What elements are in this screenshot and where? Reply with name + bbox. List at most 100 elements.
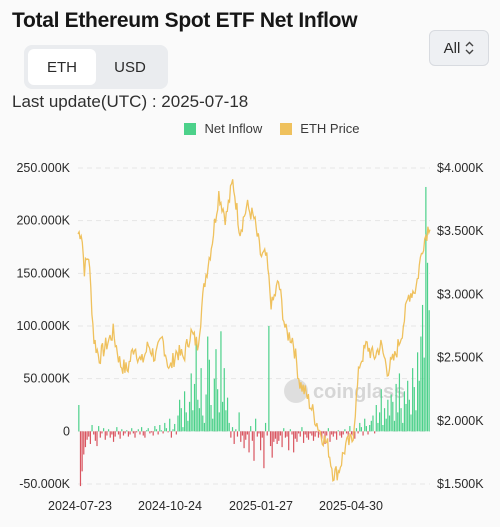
inflow-bar[interactable]	[268, 326, 270, 432]
inflow-bar[interactable]	[220, 331, 222, 432]
inflow-bar[interactable]	[360, 427, 363, 432]
inflow-bar[interactable]	[405, 403, 407, 432]
inflow-bar[interactable]	[226, 397, 229, 432]
inflow-bar[interactable]	[103, 428, 105, 432]
inflow-bar[interactable]	[198, 408, 201, 432]
inflow-bar[interactable]	[331, 431, 333, 435]
inflow-bar[interactable]	[271, 431, 273, 458]
inflow-bar[interactable]	[273, 431, 275, 442]
inflow-bar[interactable]	[298, 431, 300, 434]
inflow-bar[interactable]	[131, 428, 133, 432]
inflow-bar[interactable]	[112, 431, 115, 442]
inflow-bar[interactable]	[88, 431, 90, 437]
inflow-bar[interactable]	[94, 431, 96, 441]
inflow-bar[interactable]	[263, 431, 265, 469]
inflow-bar[interactable]	[238, 412, 240, 432]
inflow-bar[interactable]	[255, 418, 257, 432]
inflow-bar[interactable]	[207, 336, 209, 432]
legend-item-net-inflow[interactable]: Net Inflow	[184, 121, 262, 136]
inflow-bar[interactable]	[309, 431, 311, 434]
inflow-bar[interactable]	[124, 431, 126, 434]
inflow-bar[interactable]	[340, 431, 343, 438]
inflow-bar[interactable]	[215, 349, 217, 432]
inflow-bar[interactable]	[374, 431, 376, 434]
inflow-bar[interactable]	[192, 410, 194, 432]
inflow-bar[interactable]	[91, 425, 93, 432]
inflow-bar[interactable]	[248, 431, 250, 453]
inflow-bar[interactable]	[362, 431, 364, 436]
inflow-bar[interactable]	[250, 426, 252, 432]
inflow-bar[interactable]	[157, 431, 159, 435]
inflow-bar[interactable]	[150, 431, 153, 433]
inflow-bar[interactable]	[251, 431, 253, 441]
inflow-bar[interactable]	[261, 431, 263, 438]
inflow-bar[interactable]	[299, 431, 301, 437]
inflow-bar[interactable]	[354, 431, 356, 439]
inflow-bar[interactable]	[412, 368, 414, 432]
inflow-bar[interactable]	[428, 310, 430, 432]
inflow-bar[interactable]	[160, 430, 163, 432]
inflow-bar[interactable]	[345, 431, 348, 434]
inflow-bar[interactable]	[185, 412, 187, 432]
inflow-bar[interactable]	[350, 431, 353, 435]
inflow-bar[interactable]	[104, 431, 106, 440]
inflow-bar[interactable]	[332, 431, 334, 437]
inflow-bar[interactable]	[388, 415, 391, 432]
inflow-bar[interactable]	[132, 431, 134, 434]
inflow-bar[interactable]	[392, 401, 394, 432]
inflow-bar[interactable]	[114, 431, 116, 437]
inflow-bar[interactable]	[306, 431, 308, 438]
inflow-bar[interactable]	[382, 425, 384, 432]
inflow-bar[interactable]	[413, 387, 415, 432]
inflow-bar[interactable]	[281, 431, 283, 448]
inflow-bar[interactable]	[134, 431, 136, 438]
inflow-bar[interactable]	[393, 420, 396, 432]
inflow-bar[interactable]	[177, 415, 179, 432]
inflow-bar[interactable]	[111, 431, 113, 435]
inflow-bar[interactable]	[294, 431, 296, 439]
inflow-bar[interactable]	[380, 389, 382, 432]
inflow-bar[interactable]	[377, 422, 379, 432]
inflow-bar[interactable]	[188, 401, 191, 432]
inflow-bar[interactable]	[379, 412, 381, 432]
inflow-bar[interactable]	[223, 368, 225, 432]
inflow-bar[interactable]	[302, 431, 305, 443]
inflow-bar[interactable]	[334, 431, 336, 434]
inflow-bar[interactable]	[246, 431, 248, 435]
inflow-bar[interactable]	[364, 418, 366, 432]
inflow-bar[interactable]	[278, 431, 280, 441]
inflow-bar[interactable]	[291, 431, 293, 435]
inflow-bar[interactable]	[83, 431, 85, 455]
inflow-bar[interactable]	[245, 431, 247, 440]
inflow-bar[interactable]	[225, 410, 227, 432]
inflow-bar[interactable]	[312, 431, 315, 441]
inflow-bar[interactable]	[121, 429, 123, 432]
inflow-bar[interactable]	[147, 428, 149, 432]
inflow-bar[interactable]	[410, 414, 412, 432]
inflow-bar[interactable]	[187, 420, 189, 432]
inflow-bar[interactable]	[314, 431, 316, 437]
inflow-bar[interactable]	[276, 431, 278, 444]
inflow-bar[interactable]	[240, 431, 242, 442]
inflow-bar[interactable]	[169, 418, 171, 432]
inflow-bar[interactable]	[307, 431, 310, 440]
inflow-bar[interactable]	[84, 431, 87, 448]
inflow-bar[interactable]	[398, 373, 401, 432]
inflow-bar[interactable]	[208, 359, 210, 432]
inflow-bar[interactable]	[329, 431, 331, 442]
inflow-bar[interactable]	[283, 428, 285, 432]
inflow-bar[interactable]	[197, 399, 199, 432]
inflow-bar[interactable]	[228, 422, 230, 432]
inflow-bar[interactable]	[264, 422, 267, 432]
inflow-bar[interactable]	[182, 427, 184, 432]
range-select[interactable]: All	[429, 30, 489, 66]
inflow-bar[interactable]	[421, 304, 424, 432]
inflow-bar[interactable]	[213, 378, 215, 432]
inflow-bar[interactable]	[256, 431, 258, 437]
inflow-bar[interactable]	[175, 431, 177, 435]
inflow-bar[interactable]	[235, 429, 237, 432]
inflow-bar[interactable]	[383, 408, 386, 432]
inflow-bar[interactable]	[402, 422, 404, 432]
inflow-bar[interactable]	[289, 429, 291, 432]
inflow-bar[interactable]	[136, 431, 138, 433]
